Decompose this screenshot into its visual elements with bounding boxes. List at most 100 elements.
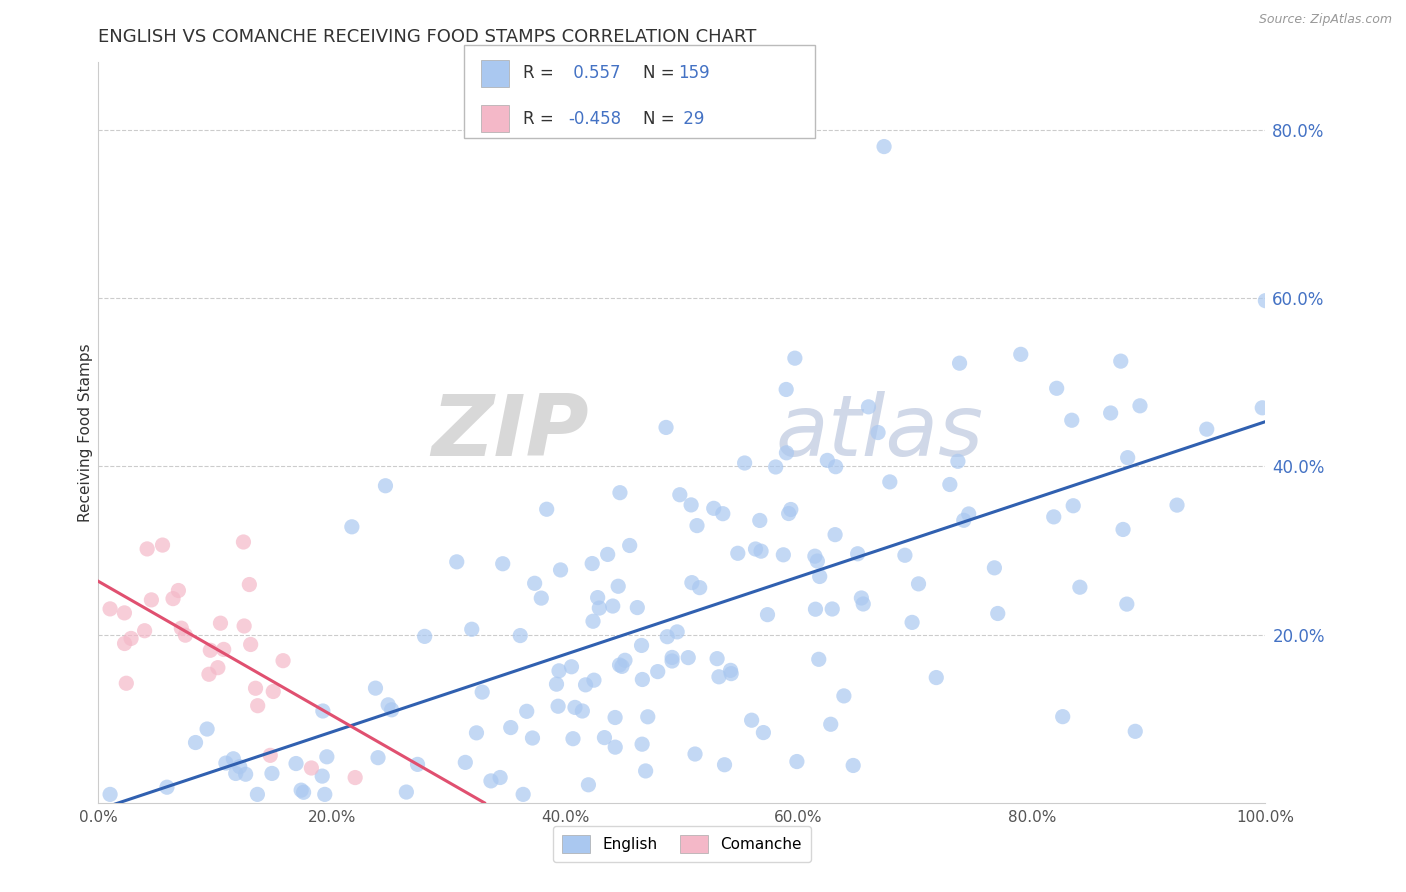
Point <box>546 677 568 691</box>
Point <box>260 766 283 780</box>
Point <box>596 548 619 562</box>
Point <box>471 685 494 699</box>
Y-axis label: Receiving Food Stamps: Receiving Food Stamps <box>77 343 93 522</box>
Point <box>114 636 136 650</box>
Point <box>808 569 831 583</box>
Point <box>1099 406 1122 420</box>
Point <box>711 507 734 521</box>
Point <box>832 689 855 703</box>
Point <box>406 757 429 772</box>
Point <box>655 420 678 434</box>
Point <box>522 731 544 745</box>
Point <box>1115 597 1137 611</box>
Point <box>207 661 229 675</box>
Point <box>492 557 515 571</box>
Point <box>290 783 312 797</box>
Point <box>465 726 488 740</box>
Point <box>198 667 221 681</box>
Point <box>212 642 235 657</box>
Point <box>775 446 797 460</box>
Point <box>657 630 679 644</box>
Point <box>209 616 232 631</box>
Point <box>779 502 801 516</box>
Point <box>630 639 652 653</box>
Point <box>564 700 586 714</box>
Point <box>509 629 531 643</box>
Point <box>689 581 711 595</box>
Point <box>215 756 238 770</box>
Text: atlas: atlas <box>775 391 983 475</box>
Text: R =: R = <box>523 110 560 128</box>
Point <box>167 583 190 598</box>
Point <box>783 351 806 366</box>
Point <box>292 785 315 799</box>
Point <box>112 606 135 620</box>
Point <box>842 758 865 772</box>
Text: 159: 159 <box>678 64 709 82</box>
Point <box>574 678 596 692</box>
Point <box>547 699 569 714</box>
Point <box>578 778 600 792</box>
Point <box>1109 354 1132 368</box>
Point <box>562 731 585 746</box>
Text: ENGLISH VS COMANCHE RECEIVING FOOD STAMPS CORRELATION CHART: ENGLISH VS COMANCHE RECEIVING FOOD STAMP… <box>98 28 756 45</box>
Point <box>340 520 363 534</box>
Point <box>666 624 689 639</box>
Point <box>271 654 294 668</box>
Point <box>775 383 797 397</box>
Point <box>1254 293 1277 308</box>
Point <box>586 591 609 605</box>
Point <box>613 653 636 667</box>
Point <box>136 541 159 556</box>
Point <box>312 704 335 718</box>
Point <box>120 632 142 646</box>
Point <box>744 541 766 556</box>
Point <box>1060 413 1083 427</box>
Point <box>1116 450 1139 465</box>
Point <box>381 703 404 717</box>
Point <box>772 548 794 562</box>
Point <box>571 704 593 718</box>
Point <box>661 650 683 665</box>
Point <box>1062 499 1084 513</box>
Point <box>907 577 929 591</box>
Point <box>170 621 193 635</box>
Point <box>858 400 880 414</box>
Point <box>489 771 512 785</box>
Text: N =: N = <box>643 110 679 128</box>
Text: 29: 29 <box>678 110 704 128</box>
Point <box>536 502 558 516</box>
Point <box>806 554 828 568</box>
Point <box>631 737 654 751</box>
Point <box>804 602 827 616</box>
Text: N =: N = <box>643 64 679 82</box>
Point <box>235 767 257 781</box>
Point <box>374 479 396 493</box>
Point <box>727 546 749 560</box>
Point <box>184 735 207 749</box>
Point <box>846 547 869 561</box>
Point <box>851 591 873 605</box>
Text: ZIP: ZIP <box>430 391 589 475</box>
Point <box>948 356 970 370</box>
Point <box>593 731 616 745</box>
Point <box>530 591 553 606</box>
Point <box>619 539 641 553</box>
Point <box>815 453 838 467</box>
Point <box>1112 523 1135 537</box>
Point <box>315 749 337 764</box>
Point <box>238 577 260 591</box>
Point <box>983 561 1005 575</box>
Point <box>852 597 875 611</box>
Point <box>807 652 830 666</box>
Point <box>820 717 842 731</box>
Point <box>499 721 522 735</box>
Point <box>314 788 336 802</box>
Point <box>560 659 582 673</box>
Point <box>232 535 254 549</box>
Point <box>222 752 245 766</box>
Point <box>939 477 962 491</box>
Point <box>582 614 605 628</box>
Point <box>246 698 269 713</box>
Point <box>228 759 250 773</box>
